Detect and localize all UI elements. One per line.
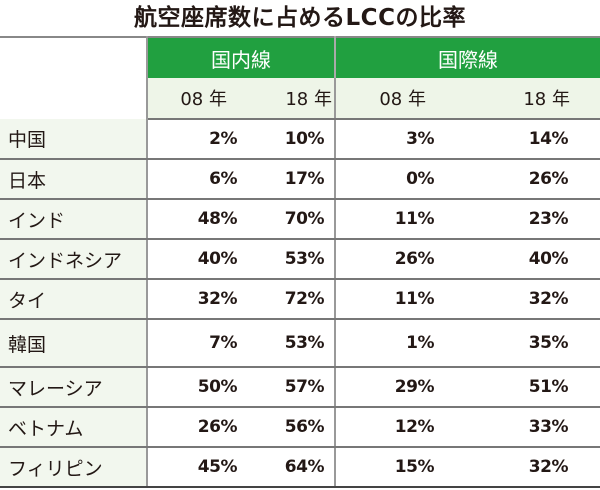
value-cell: 53% — [241, 239, 336, 280]
value-cell: 23% — [440, 199, 600, 240]
value-cell: 0% — [335, 159, 440, 200]
value-cell: 10% — [241, 119, 336, 160]
table-title: 航空座席数に占めるLCCの比率 — [134, 5, 466, 31]
value-cell: 12% — [335, 407, 440, 448]
value-cell: 26% — [440, 159, 600, 200]
value-cell: 50% — [147, 367, 241, 408]
country-name: 韓国 — [0, 319, 148, 368]
country-name: フィリピン — [0, 447, 148, 488]
value-cell: 40% — [147, 239, 241, 280]
table-row: インドネシア 40% 53% 26% 40% — [0, 239, 600, 280]
year-header: 18 年 — [440, 78, 600, 120]
country-name: インドネシア — [0, 239, 148, 280]
value-cell: 7% — [147, 319, 241, 368]
value-cell: 3% — [335, 119, 440, 160]
value-cell: 64% — [241, 447, 336, 488]
year-header: 08 年 — [335, 78, 440, 120]
value-cell: 6% — [147, 159, 241, 200]
lcc-ratio-table: 国内線 国際線 08 年 18 年 08 年 18 年 中国 2% 10% 3% 14%… — [0, 36, 600, 488]
value-cell: 40% — [440, 239, 600, 280]
value-cell: 1% — [335, 319, 440, 368]
group-header-international: 国際線 — [335, 36, 600, 78]
value-cell: 32% — [147, 279, 241, 320]
country-name: インド — [0, 199, 148, 240]
value-cell: 32% — [440, 279, 600, 320]
country-name: 中国 — [0, 119, 148, 160]
value-cell: 33% — [440, 407, 600, 448]
value-cell: 32% — [440, 447, 600, 488]
value-cell: 26% — [335, 239, 440, 280]
value-cell: 48% — [147, 199, 241, 240]
value-cell: 70% — [241, 199, 336, 240]
value-cell: 29% — [335, 367, 440, 408]
table-row: 韓国 7% 53% 1% 35% — [0, 319, 600, 368]
value-cell: 51% — [440, 367, 600, 408]
value-cell: 72% — [241, 279, 336, 320]
group-header-domestic: 国内線 — [147, 36, 336, 78]
year-header: 18 年 — [241, 78, 336, 120]
year-header: 08 年 — [147, 78, 241, 120]
table-row: インド 48% 70% 11% 23% — [0, 199, 600, 240]
value-cell: 14% — [440, 119, 600, 160]
value-cell: 17% — [241, 159, 336, 200]
value-cell: 2% — [147, 119, 241, 160]
country-name: ベトナム — [0, 407, 148, 448]
value-cell: 57% — [241, 367, 336, 408]
value-cell: 35% — [440, 319, 600, 368]
table-row: 日本 6% 17% 0% 26% — [0, 159, 600, 200]
table-row: ベトナム 26% 56% 12% 33% — [0, 407, 600, 448]
value-cell: 45% — [147, 447, 241, 488]
value-cell: 15% — [335, 447, 440, 488]
corner-cell — [0, 36, 148, 119]
value-cell: 53% — [241, 319, 336, 368]
country-name: 日本 — [0, 159, 148, 200]
table-row: 中国 2% 10% 3% 14% — [0, 119, 600, 160]
country-name: タイ — [0, 279, 148, 320]
table-row: マレーシア 50% 57% 29% 51% — [0, 367, 600, 408]
value-cell: 26% — [147, 407, 241, 448]
value-cell: 11% — [335, 279, 440, 320]
value-cell: 11% — [335, 199, 440, 240]
table-row: タイ 32% 72% 11% 32% — [0, 279, 600, 320]
country-name: マレーシア — [0, 367, 148, 408]
table-row: フィリピン 45% 64% 15% 32% — [0, 447, 600, 488]
value-cell: 56% — [241, 407, 336, 448]
